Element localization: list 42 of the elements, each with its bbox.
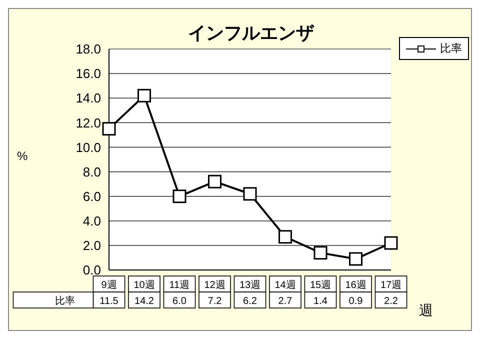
y-tick-label: 2.0	[82, 238, 101, 254]
table-row-header: 比率	[12, 292, 94, 308]
chart-title: インフルエンザ	[187, 22, 316, 45]
point	[102, 122, 116, 136]
y-axis-title: %	[17, 149, 28, 163]
data-label: 11.5	[100, 296, 119, 307]
point	[172, 190, 186, 204]
y-tick-label: 10.0	[76, 140, 101, 155]
x-tick-label: 12週	[204, 280, 226, 291]
x-tick-label: 14週	[274, 280, 296, 291]
point	[278, 230, 292, 244]
data-label: 2.2	[384, 296, 398, 307]
y-tick-label: 14.0	[76, 90, 101, 106]
data-label: 6.2	[243, 296, 258, 307]
point	[208, 174, 222, 188]
data-label: 0.9	[348, 296, 364, 307]
legend-label: 比率	[440, 42, 462, 56]
x-tick-label: 17週	[380, 280, 402, 291]
y-tick-label: 12.0	[76, 115, 101, 130]
point	[138, 88, 151, 102]
data-label: 14.2	[134, 296, 154, 307]
x-tick-label: 10週	[134, 280, 155, 291]
data-label: 6.0	[172, 296, 187, 307]
x-axis-title: 週	[419, 302, 433, 320]
y-tick-label: 6.0	[82, 188, 101, 204]
data-label: 2.7	[278, 296, 293, 307]
data-label: 1.4	[314, 296, 328, 307]
y-tick-label: 16.0	[76, 66, 101, 82]
x-tick-label: 9週	[101, 280, 117, 291]
point	[384, 236, 398, 250]
x-tick-label: 15週	[310, 280, 332, 291]
data-label: 7.2	[208, 296, 222, 307]
x-tick-label: 13週	[239, 280, 261, 291]
y-tick-label: 18.0	[76, 42, 101, 57]
point	[349, 252, 362, 266]
y-tick-label: 0.0	[82, 262, 101, 278]
y-tick-label: 8.0	[82, 164, 101, 180]
x-tick-label: 16週	[345, 280, 366, 291]
point	[314, 246, 328, 260]
y-tick-label: 4.0	[82, 214, 101, 229]
point	[243, 187, 257, 201]
x-tick-label: 11週	[169, 280, 190, 291]
